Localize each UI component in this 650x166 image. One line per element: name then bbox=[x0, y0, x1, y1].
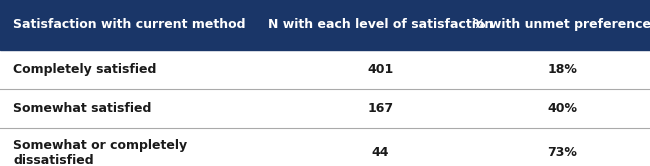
Text: 73%: 73% bbox=[547, 146, 577, 159]
Text: 18%: 18% bbox=[547, 63, 577, 76]
Text: 44: 44 bbox=[372, 146, 389, 159]
Text: 167: 167 bbox=[367, 102, 393, 115]
Text: N with each level of satisfaction: N with each level of satisfaction bbox=[268, 18, 493, 31]
Text: 401: 401 bbox=[367, 63, 393, 76]
Bar bbox=[0, 0, 650, 50]
Text: Satisfaction with current method: Satisfaction with current method bbox=[13, 18, 246, 31]
Text: Completely satisfied: Completely satisfied bbox=[13, 63, 157, 76]
Text: % with unmet preference: % with unmet preference bbox=[473, 18, 650, 31]
Text: 40%: 40% bbox=[547, 102, 577, 115]
Text: Somewhat satisfied: Somewhat satisfied bbox=[13, 102, 151, 115]
Text: Somewhat or completely
dissatisfied: Somewhat or completely dissatisfied bbox=[13, 139, 187, 166]
